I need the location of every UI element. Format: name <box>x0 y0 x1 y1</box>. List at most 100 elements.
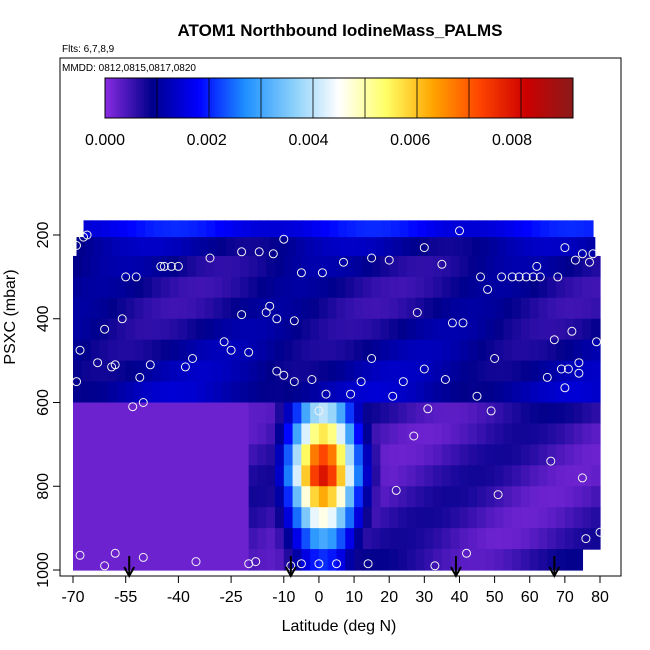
heatmap-cell <box>125 255 136 278</box>
heatmap-cell <box>327 255 338 278</box>
heatmap-cell <box>248 360 259 383</box>
heatmap-cell <box>152 423 162 445</box>
colorbar-swatch <box>110 78 114 118</box>
heatmap-cell <box>257 465 267 487</box>
heatmap-cell <box>257 507 267 529</box>
sample-point <box>367 253 377 263</box>
heatmap-cell <box>197 220 208 238</box>
heatmap-cell <box>345 255 355 278</box>
heatmap-cell <box>450 339 461 362</box>
heatmap-cell <box>485 360 496 383</box>
colorbar-swatch <box>521 78 525 118</box>
x-axis-label: Latitude (deg N) <box>282 618 397 635</box>
heatmap-cell <box>550 237 561 257</box>
colorbar-swatch <box>422 78 426 118</box>
colorbar-swatch <box>180 78 184 118</box>
sample-point <box>159 261 169 271</box>
heatmap-cell <box>520 423 531 445</box>
colorbar-swatch <box>242 78 246 118</box>
colorbar-swatch <box>125 78 129 118</box>
heatmap-cell <box>468 381 478 404</box>
heatmap-cell <box>169 528 179 550</box>
heatmap-cell <box>248 465 259 487</box>
heatmap-cell <box>459 255 469 278</box>
heatmap-cell <box>73 423 83 445</box>
heatmap-cell <box>406 507 417 529</box>
heatmap-cell <box>354 276 364 299</box>
heatmap-cell <box>584 220 594 238</box>
heatmap-cell <box>213 423 223 445</box>
heatmap-cell <box>336 360 346 383</box>
heatmap-cell <box>143 276 153 299</box>
heatmap-cell <box>380 276 390 299</box>
heatmap-cell <box>90 276 100 299</box>
sample-point <box>419 364 429 374</box>
colorbar-swatch <box>414 78 418 118</box>
sample-point <box>138 552 148 562</box>
heatmap-cell <box>222 255 232 278</box>
heatmap-cell <box>556 360 566 383</box>
heatmap-cell <box>310 486 320 508</box>
heatmap-cell <box>441 339 452 362</box>
heatmap-cell <box>433 297 443 320</box>
heatmap-cell <box>512 528 522 550</box>
heatmap-cell <box>424 528 434 550</box>
heatmap-cell <box>125 318 136 341</box>
heatmap-cell <box>582 381 592 404</box>
sample-point <box>75 550 85 560</box>
heatmap-cell <box>336 402 346 425</box>
heatmap-cell <box>275 486 285 508</box>
heatmap-cell <box>573 276 584 299</box>
heatmap-cell <box>99 423 109 445</box>
heatmap-cell <box>441 465 452 487</box>
heatmap-cell <box>90 339 100 362</box>
colorbar-swatch <box>172 78 176 118</box>
heatmap-cell <box>125 360 136 383</box>
heatmap-cell <box>494 465 504 487</box>
heatmap-cell <box>547 255 557 278</box>
heatmap-cell <box>301 486 311 508</box>
heatmap-cell <box>477 339 487 362</box>
colorbar-swatch <box>271 78 275 118</box>
heatmap-cell <box>529 423 540 445</box>
heatmap-cell <box>389 549 399 571</box>
heatmap-cell <box>213 255 223 278</box>
heatmap-cell <box>441 318 452 341</box>
heatmap-cell <box>90 507 100 529</box>
heatmap-cell <box>406 255 417 278</box>
colorbar-swatch <box>157 78 161 118</box>
heatmap-cell <box>415 318 425 341</box>
heatmap-cell <box>468 339 478 362</box>
heatmap-cell <box>408 220 418 238</box>
heatmap-cell <box>134 297 144 320</box>
heatmap-cell <box>143 444 153 466</box>
heatmap-cell <box>556 276 566 299</box>
heatmap-cell <box>239 528 250 550</box>
colorbar-swatch <box>378 78 382 118</box>
heatmap-cell <box>503 549 513 571</box>
heatmap-cell <box>292 465 302 487</box>
heatmap-cell <box>433 402 443 425</box>
heatmap-cell <box>450 507 461 529</box>
heatmap-cell <box>503 276 513 299</box>
heatmap-cell <box>459 423 469 445</box>
heatmap-cell <box>160 318 171 341</box>
heatmap-cell <box>94 237 104 257</box>
heatmap-cell <box>389 486 399 508</box>
heatmap-cell <box>441 486 452 508</box>
heatmap-cell <box>239 339 250 362</box>
heatmap-cell <box>248 318 259 341</box>
heatmap-cell <box>116 444 127 466</box>
colorbar-swatch <box>261 78 265 118</box>
heatmap-cell <box>152 444 162 466</box>
heatmap-cell <box>415 486 425 508</box>
sample-point <box>532 261 542 271</box>
heatmap-cell <box>108 549 118 571</box>
heatmap-cell <box>143 528 153 550</box>
heatmap-cell <box>441 528 452 550</box>
colorbar-swatch <box>177 78 181 118</box>
heatmap-cell <box>143 339 153 362</box>
heatmap-cell <box>187 276 197 299</box>
heatmap-cell <box>92 220 102 238</box>
heatmap-cell <box>557 220 568 238</box>
